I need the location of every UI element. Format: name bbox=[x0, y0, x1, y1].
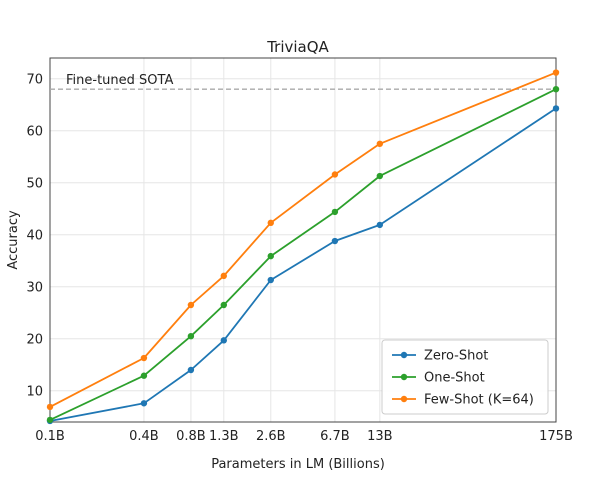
y-tick-label: 70 bbox=[26, 72, 43, 87]
chart-title: TriviaQA bbox=[266, 38, 329, 56]
x-tick-label: 6.7B bbox=[320, 429, 350, 444]
x-tick-label: 175B bbox=[539, 429, 573, 444]
series-line-1 bbox=[49, 88, 557, 421]
y-tick-label: 50 bbox=[26, 176, 43, 191]
data-point-2 bbox=[46, 403, 54, 411]
data-point-2 bbox=[331, 171, 339, 178]
data-point-2 bbox=[220, 272, 228, 280]
data-point-0 bbox=[140, 400, 148, 407]
data-point-0 bbox=[220, 337, 228, 344]
x-tick-label: 2.6B bbox=[256, 429, 286, 444]
data-point-1 bbox=[220, 301, 228, 309]
data-point-0 bbox=[267, 276, 274, 284]
data-point-0 bbox=[376, 221, 384, 229]
legend-entry-label: Few-Shot (K=64) bbox=[424, 393, 534, 408]
data-point-2 bbox=[267, 219, 274, 227]
series-line-2 bbox=[49, 71, 557, 408]
series-line-0 bbox=[49, 107, 557, 422]
data-point-1 bbox=[267, 252, 274, 260]
y-tick-label: 40 bbox=[26, 228, 43, 243]
legend-entry-label: One-Shot bbox=[424, 371, 485, 386]
y-tick-label: 10 bbox=[26, 384, 43, 399]
legend-swatch-marker bbox=[400, 351, 408, 359]
x-tick-label: 0.1B bbox=[35, 429, 65, 444]
plot-frame bbox=[49, 57, 557, 423]
legend-entry-label: Zero-Shot bbox=[424, 349, 488, 364]
legend-box bbox=[381, 339, 549, 415]
data-point-1 bbox=[46, 416, 54, 424]
data-point-2 bbox=[552, 69, 560, 76]
y-tick-label: 60 bbox=[26, 124, 43, 139]
data-point-2 bbox=[376, 140, 384, 147]
sota-annotation-label: Fine-tuned SOTA bbox=[66, 73, 173, 88]
x-tick-label: 1.3B bbox=[209, 429, 239, 444]
data-point-2 bbox=[187, 301, 195, 309]
data-point-0 bbox=[187, 366, 195, 374]
x-tick-label: 0.8B bbox=[176, 429, 206, 444]
y-tick-label: 20 bbox=[26, 332, 43, 347]
legend: Zero-Shot One-Shot Few-Shot (K=64) bbox=[381, 339, 549, 415]
legend-swatch-marker bbox=[400, 373, 408, 381]
data-point-1 bbox=[331, 208, 339, 216]
plot-area: 10 20 30 40 50 60 70 0.1B 0.4B 0.8B 1.3B 2.6B 6.7B 13… bbox=[26, 57, 573, 444]
data-point-1 bbox=[552, 86, 560, 93]
x-tick-label: 13B bbox=[367, 429, 392, 444]
data-point-1 bbox=[140, 372, 148, 379]
data-point-1 bbox=[187, 333, 195, 340]
x-axis-label: Parameters in LM (Billions) bbox=[211, 457, 385, 472]
y-axis-label: Accuracy bbox=[6, 210, 21, 270]
data-point-0 bbox=[331, 237, 339, 245]
data-point-2 bbox=[140, 354, 148, 362]
y-tick-label: 30 bbox=[26, 280, 43, 295]
data-point-0 bbox=[552, 105, 560, 112]
data-point-1 bbox=[376, 172, 384, 180]
legend-swatch-marker bbox=[400, 395, 408, 403]
x-tick-label: 0.4B bbox=[129, 429, 159, 444]
